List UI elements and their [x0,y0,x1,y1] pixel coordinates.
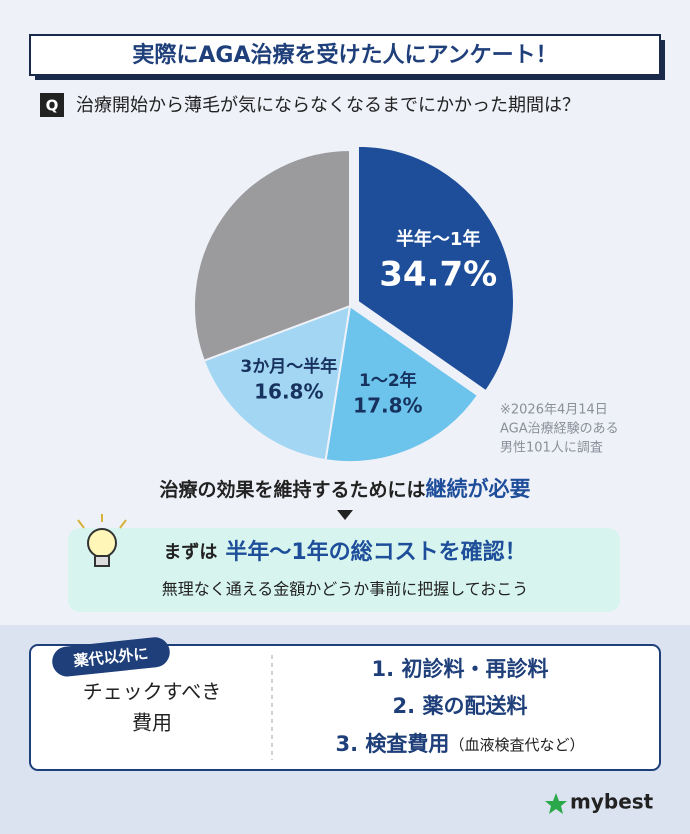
slice-value: 34.7% [379,255,497,295]
q-badge [40,93,64,117]
title-box [29,34,661,76]
message-text: 治療の効果を維持するためには [159,478,425,501]
checklist-heading: チェックすべき [83,680,222,704]
slice-value: 16.8% [254,379,323,403]
pie-slice [356,144,515,393]
question: 治療開始から薄毛が気にならなくなるまでにかかった期間は？ [76,95,580,116]
slice-value: 17.8% [353,394,422,418]
message-emphasis: 継続が必要 [426,477,531,501]
title: 実際にAGA治療を受けた人にアンケート！ [132,42,557,68]
logo-star [545,793,567,814]
note: 男性101人に調査 [500,441,603,456]
checklist-item-text: 3. 検査費用 [336,732,450,756]
checklist-item: 2. 薬の配送料 [393,694,528,718]
checklist-box [29,644,661,771]
checklist-item: 1. 初診料・再診料 [372,657,549,681]
logo: mybest [570,790,654,814]
checklist-item-note: （血液検査代など） [449,736,584,754]
callout-lead: まずは [163,542,217,563]
checklist-heading: 費用 [132,711,172,735]
slice-category: 半年〜1年 [396,228,481,250]
note: ※2026年4月14日 [500,403,608,418]
slice-category: 1〜2年 [359,370,417,391]
callout-line: まずは 半年〜1年の総コストを確認！ [163,539,526,565]
pie-slice [202,304,352,462]
slice-category: 3か月〜半年 [240,356,337,377]
message: 治療の効果を維持するためには継続が必要 [159,477,530,501]
arrow [337,510,353,520]
note: AGA治療経験のある [500,422,619,437]
callout-sub: 無理なく通える金額かどうか事前に把握しておこう [162,580,529,599]
pie-slice [193,148,351,362]
callout-emphasis: 半年〜1年の総コストを確認！ [225,539,526,565]
q-label: Q [46,97,59,115]
bulb-icon [77,514,127,567]
callout-box [68,528,620,612]
checklist-item: 3. 検査費用（血液検査代など） [336,732,585,756]
pie-slice [324,304,480,463]
tag: 薬代以外に [52,637,170,677]
